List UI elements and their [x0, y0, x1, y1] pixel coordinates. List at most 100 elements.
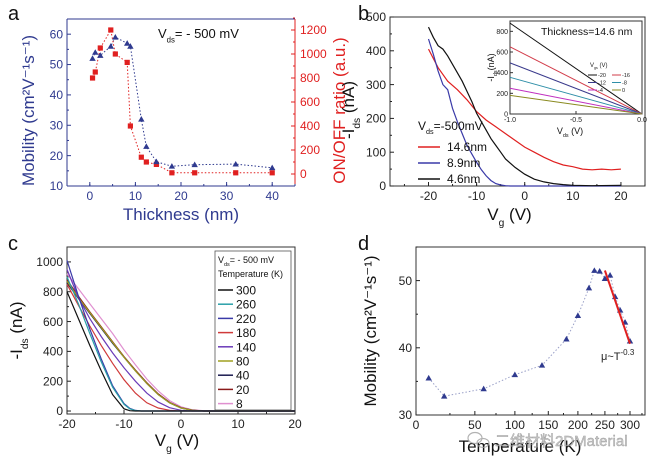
vds-annotation-sub: ds	[167, 36, 175, 45]
mobility-point	[441, 392, 448, 399]
mobility-point	[511, 371, 519, 378]
mobility-point	[596, 267, 603, 274]
y-right-tick-label: 1000	[300, 47, 327, 61]
mobility-point	[574, 312, 582, 318]
mobility-point	[269, 164, 276, 171]
y-tick-label: 0	[56, 404, 63, 418]
wechat-icon	[467, 431, 490, 449]
mobility-point	[606, 272, 614, 278]
x-tick-label: 10	[231, 417, 245, 431]
legend-label: 4.6nm	[447, 172, 480, 186]
y2-axis-label: ON/OFF ratio (a.u.)	[330, 37, 349, 183]
legend-title-1: Vds= - 500 mV	[218, 255, 274, 268]
legend-title-main: V	[418, 119, 426, 133]
legend-label: 14.6nm	[447, 140, 487, 154]
x-tick-label: 50	[468, 418, 482, 432]
y-left-tick-label: 50	[50, 58, 64, 72]
inset-curve--16	[509, 46, 643, 115]
vds-annotation-rest: = - 500 mV	[175, 26, 239, 41]
onoff-point	[127, 123, 133, 129]
x-axis-label-rest: (V)	[504, 205, 531, 224]
inset-x-label-main: V	[557, 126, 563, 136]
y-left-tick-label: 60	[50, 27, 64, 41]
onoff-line	[92, 28, 273, 174]
legend-box	[214, 250, 292, 411]
x-tick-label: 200	[568, 418, 588, 432]
y-left-tick-label: 10	[50, 179, 64, 193]
x-tick-label: -20	[58, 417, 76, 431]
legend-title-sub: ds	[426, 127, 434, 136]
x-axis-label-rest: (V)	[172, 431, 199, 450]
curve-8.9nm	[427, 38, 621, 187]
x-tick-label: 0	[521, 189, 528, 203]
mobility-point	[123, 40, 131, 46]
y-tick-label: 500	[366, 10, 386, 24]
onoff-point	[143, 159, 149, 165]
inset-legend-label: 0	[622, 88, 625, 94]
y-right-tick-label: 0	[300, 167, 307, 181]
inset-x-tick-label: 0.0	[637, 117, 647, 124]
y-tick-label: 400	[366, 44, 386, 58]
mobility-point	[425, 374, 432, 381]
x-tick-label: 20	[288, 417, 302, 431]
inset-y-tick-label: 0	[504, 112, 508, 119]
inset-y-label-rest: (nA)	[486, 53, 496, 70]
inset-legend-title-rest: (V)	[598, 63, 608, 69]
panel-label-d: d	[358, 233, 369, 255]
legend-label: 180	[236, 326, 256, 340]
mobility-point	[107, 43, 114, 49]
x-tick-label: -20	[420, 189, 438, 203]
legend-title-1-sub: ds	[224, 262, 230, 268]
fit-line	[603, 270, 631, 345]
inset-legend-label: -8	[622, 81, 627, 87]
x-tick-label: 0	[413, 418, 420, 432]
y-left-tick-label: 40	[50, 88, 64, 102]
legend-label: 260	[236, 298, 256, 312]
y-axis-label-sub: ds	[352, 118, 363, 129]
curve-4.6nm	[427, 26, 621, 187]
mobility-point	[538, 362, 546, 368]
y-axis-label: Mobility (cm²V⁻¹s⁻¹)	[19, 35, 38, 186]
y-tick-label: 300	[366, 78, 386, 92]
inset-legend-title: Vgs (V)	[590, 63, 607, 70]
onoff-point	[92, 69, 98, 75]
inset-curve--20	[509, 22, 643, 115]
inset-legend-label: -12	[598, 81, 606, 87]
x-axis-label-main: V	[155, 431, 167, 450]
x-axis-label-sub: g	[166, 444, 172, 455]
x-tick-label: -10	[115, 417, 133, 431]
legend-label: 300	[236, 284, 256, 298]
y-tick-label: 800	[43, 285, 63, 299]
mobility-point	[563, 335, 570, 342]
mobility-point	[191, 161, 198, 168]
x-tick-label: 0	[178, 417, 185, 431]
x-tick-label: 0	[86, 189, 93, 203]
inset-title: Thickness=14.6 nm	[541, 26, 633, 38]
legend-label: 140	[236, 340, 256, 354]
y-right-tick-label: 1200	[300, 23, 327, 37]
panel-label-c: c	[8, 233, 18, 255]
fit-annotation-exp: -0.3	[620, 348, 634, 357]
y-axis-label-main: -I	[339, 129, 358, 139]
inset-y-tick-label: 200	[496, 91, 508, 98]
x-tick-label: 20	[174, 189, 188, 203]
y-axis-label-main: -I	[7, 349, 26, 359]
mobility-point	[585, 284, 593, 291]
mobility-point	[480, 385, 487, 392]
mobility-point	[601, 275, 609, 281]
axes-frame	[415, 246, 646, 416]
y-tick-label: 100	[366, 145, 386, 159]
y-tick-label: 30	[399, 408, 413, 422]
x-tick-label: 30	[220, 189, 234, 203]
inset-legend-title-main: V	[590, 63, 594, 69]
onoff-point	[269, 170, 275, 176]
legend-label: 80	[236, 355, 250, 369]
onoff-point	[138, 154, 144, 160]
y-right-tick-label: 600	[300, 95, 320, 109]
mobility-point	[97, 52, 104, 58]
onoff-point	[89, 75, 96, 81]
inset-x-label: Vds (V)	[557, 126, 583, 139]
